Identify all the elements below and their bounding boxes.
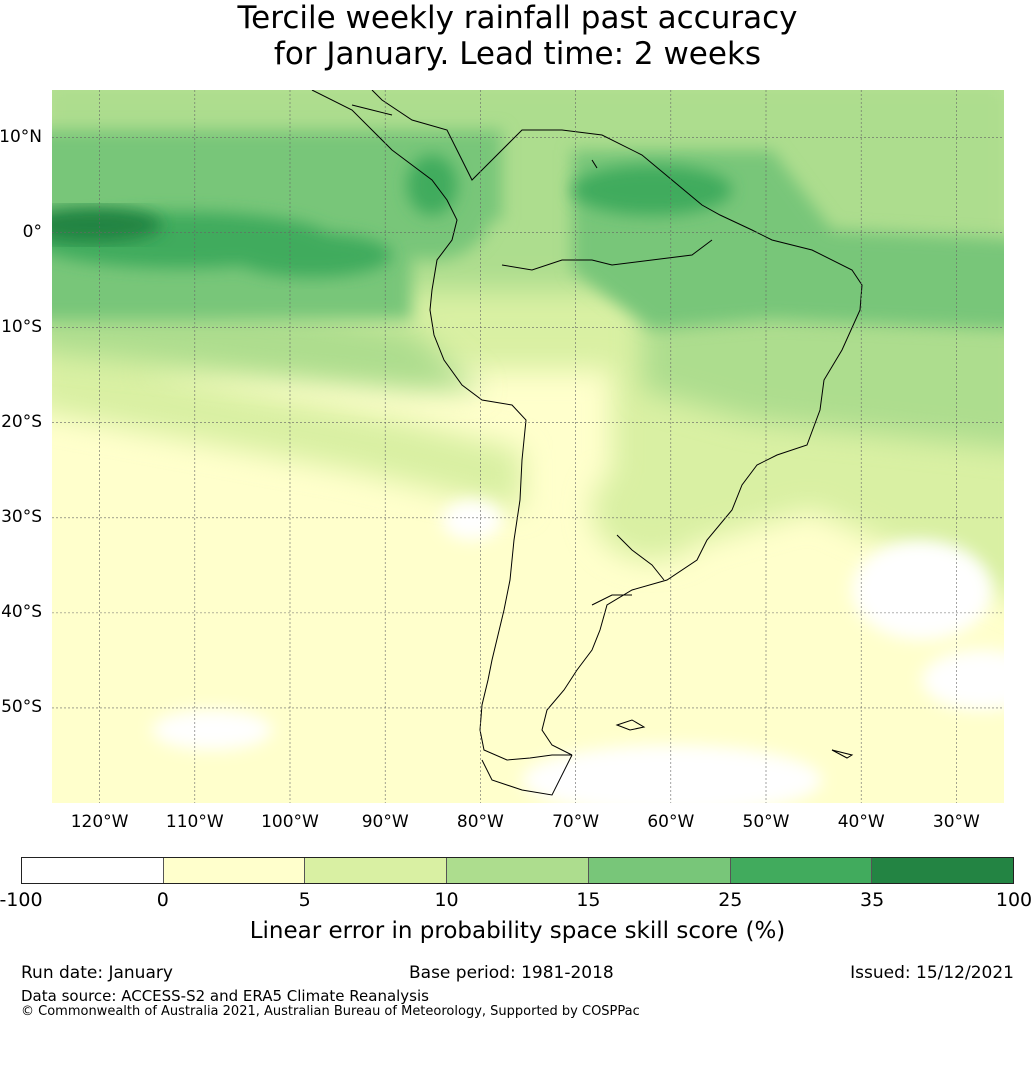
skill-map <box>52 90 1004 803</box>
run-date: Run date: January <box>21 963 173 983</box>
latitude-label: 50°S <box>1 696 42 717</box>
copyright: © Commonwealth of Australia 2021, Austra… <box>21 1004 640 1019</box>
longitude-label: 90°W <box>361 812 409 832</box>
colorbar <box>21 857 1014 884</box>
graticule <box>52 90 1004 803</box>
map-title: Tercile weekly rainfall past accuracy fo… <box>0 0 1035 72</box>
latitude-label: 0° <box>22 221 42 242</box>
longitude-label: 40°W <box>837 812 885 832</box>
data-source: Data source: ACCESS-S2 and ERA5 Climate … <box>21 987 429 1005</box>
title-line-2: for January. Lead time: 2 weeks <box>273 36 762 72</box>
longitude-label: 100°W <box>261 812 319 832</box>
colorbar-tick-label: 35 <box>860 889 885 911</box>
longitude-label: 120°W <box>70 812 129 832</box>
longitude-label: 70°W <box>552 812 600 832</box>
colorbar-segment <box>305 858 448 883</box>
colorbar-segment <box>163 858 306 883</box>
colorbar-segment <box>22 858 164 883</box>
colorbar-tick-label: 0 <box>156 889 169 911</box>
latitude-label: 20°S <box>1 411 42 432</box>
longitude-label: 80°W <box>456 812 504 832</box>
colorbar-tick-label: 15 <box>576 889 601 911</box>
colorbar-label: Linear error in probability space skill … <box>249 918 786 944</box>
title-line-1: Tercile weekly rainfall past accuracy <box>237 0 798 36</box>
longitude-label: 110°W <box>165 812 224 832</box>
base-period: Base period: 1981-2018 <box>409 963 614 983</box>
longitude-label: 30°W <box>932 812 980 832</box>
colorbar-segment <box>447 858 589 883</box>
colorbar-tick-label: 25 <box>718 889 743 911</box>
latitude-label: 30°S <box>1 506 42 527</box>
colorbar-tick-label: -100 <box>0 889 43 911</box>
colorbar-tick-label: 10 <box>434 889 459 911</box>
skill-field <box>52 90 1004 803</box>
latitude-label: 10°N <box>0 126 42 147</box>
colorbar-segment <box>730 858 873 883</box>
colorbar-segment <box>872 858 1014 883</box>
longitude-label: 50°W <box>742 812 790 832</box>
coastline <box>311 90 863 796</box>
skill-map-canvas <box>52 90 1004 803</box>
colorbar-tick-label: 100 <box>995 889 1033 911</box>
colorbar-tick-label: 5 <box>298 889 311 911</box>
longitude-label: 60°W <box>647 812 695 832</box>
latitude-label: 10°S <box>1 316 42 337</box>
issued-date: Issued: 15/12/2021 <box>850 963 1014 983</box>
colorbar-segment <box>588 858 731 883</box>
latitude-label: 40°S <box>1 601 42 622</box>
